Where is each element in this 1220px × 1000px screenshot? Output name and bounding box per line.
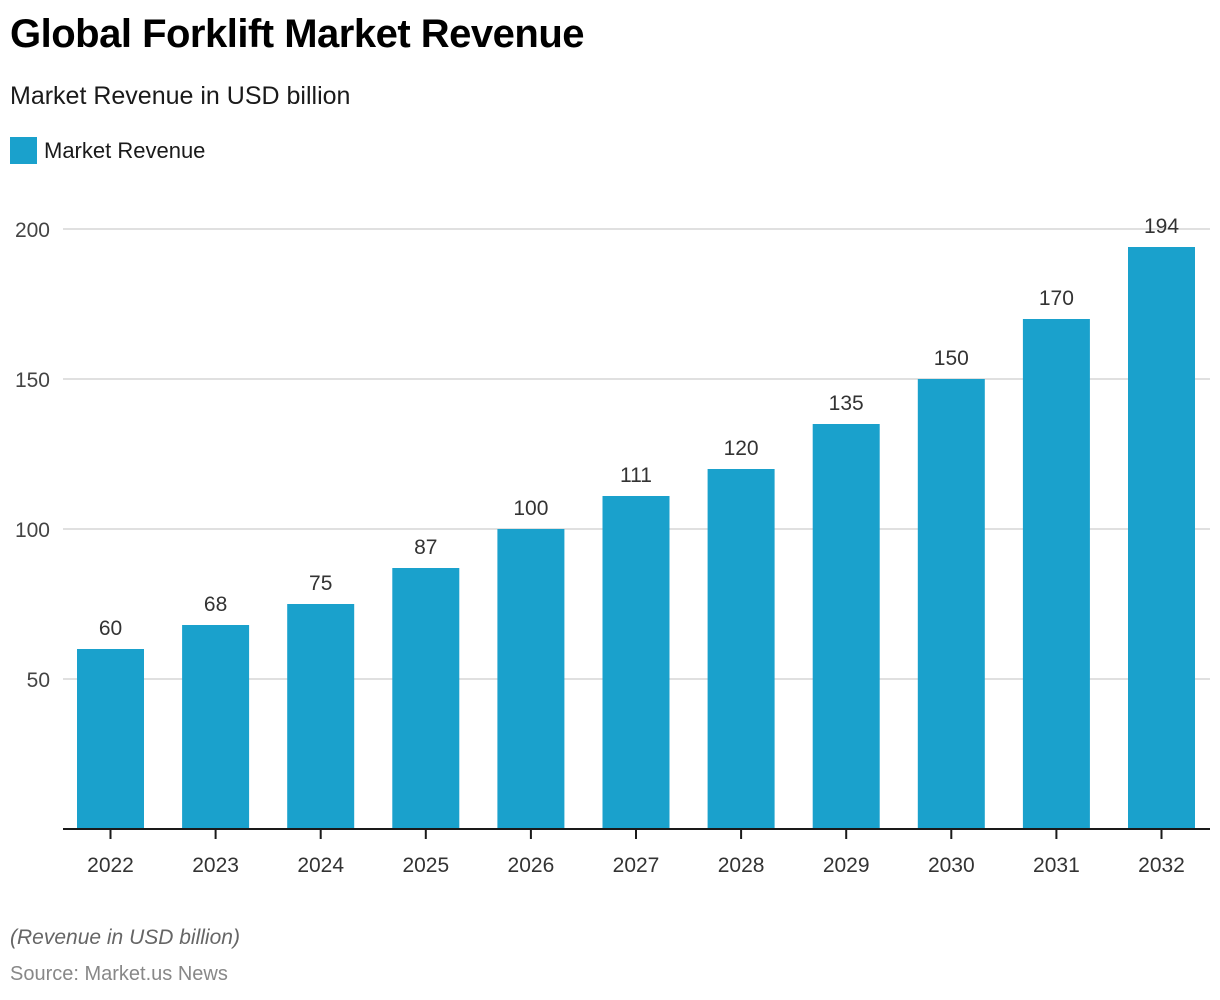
x-tick-label-2023: 2023 [192, 854, 239, 877]
bar-2031 [1022, 319, 1090, 829]
x-tick-label-2025: 2025 [402, 854, 449, 877]
x-tick-label-2026: 2026 [508, 854, 555, 877]
bar-2023 [182, 625, 250, 829]
bar-2029 [812, 424, 880, 829]
data-label-2026: 100 [513, 497, 548, 520]
data-label-2027: 111 [620, 464, 652, 487]
bar-2022 [77, 649, 144, 829]
x-tick-label-2027: 2027 [613, 854, 660, 877]
data-label-2032: 194 [1144, 215, 1179, 238]
data-label-2029: 135 [829, 392, 864, 415]
x-tick-label-2031: 2031 [1033, 854, 1080, 877]
bar-2028 [707, 469, 775, 829]
data-label-2024: 75 [309, 572, 332, 595]
x-tick-label-2024: 2024 [297, 854, 344, 877]
data-label-2022: 60 [99, 617, 122, 640]
x-tick-label-2032: 2032 [1138, 854, 1185, 877]
bar-2026 [497, 529, 565, 829]
legend: Market Revenue [10, 137, 205, 164]
chart-subtitle: Market Revenue in USD billion [10, 82, 351, 110]
x-tick-label-2028: 2028 [718, 854, 765, 877]
data-label-2031: 170 [1039, 287, 1074, 310]
bar-2025 [392, 568, 460, 829]
bar-2032 [1128, 247, 1195, 829]
y-tick-label-150: 150 [15, 369, 50, 392]
bar-2030 [917, 379, 985, 829]
data-label-2028: 120 [724, 437, 759, 460]
bar-2027 [602, 496, 670, 829]
bar-2024 [287, 604, 355, 829]
chart-title: Global Forklift Market Revenue [10, 12, 585, 56]
x-tick-label-2030: 2030 [928, 854, 975, 877]
chart-note: (Revenue in USD billion) [10, 926, 240, 949]
data-label-2025: 87 [414, 536, 437, 559]
chart-source: Source: Market.us News [10, 963, 228, 985]
legend-swatch-market-revenue [10, 137, 37, 164]
y-tick-label-50: 50 [27, 669, 50, 692]
y-tick-label-100: 100 [15, 519, 50, 542]
data-label-2030: 150 [934, 347, 969, 370]
legend-label-market-revenue: Market Revenue [44, 137, 206, 163]
data-label-2023: 68 [204, 593, 227, 616]
y-tick-label-200: 200 [15, 219, 50, 242]
x-tick-label-2022: 2022 [87, 854, 134, 877]
x-tick-label-2029: 2029 [823, 854, 870, 877]
